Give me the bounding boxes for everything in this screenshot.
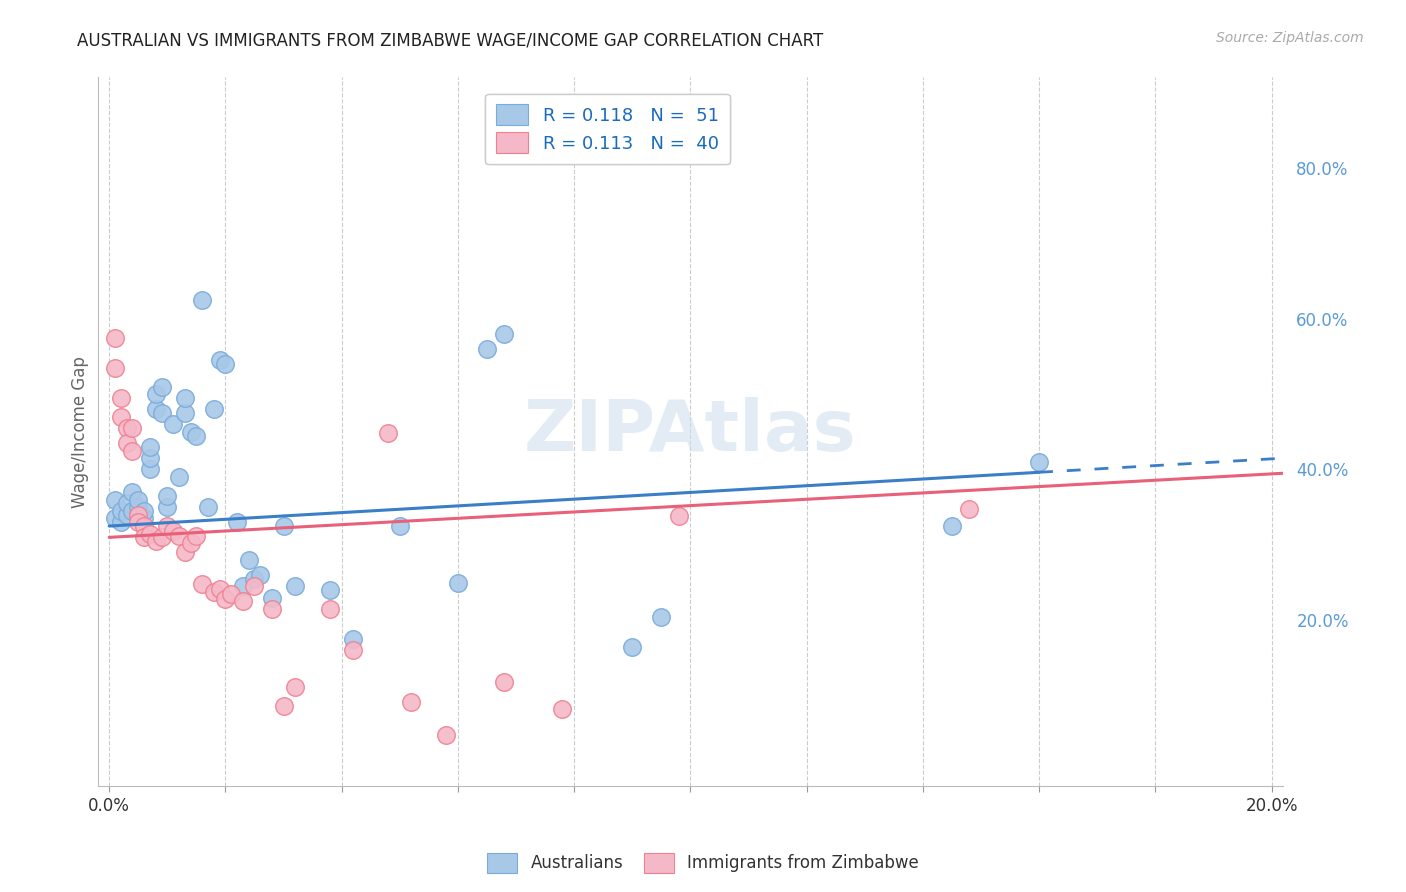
Point xyxy=(260,602,283,616)
Point xyxy=(110,409,132,424)
Point xyxy=(173,391,195,405)
Point xyxy=(232,593,254,607)
Point xyxy=(202,402,225,417)
Point xyxy=(342,632,364,647)
Point xyxy=(319,602,342,616)
Point xyxy=(104,492,127,507)
Point xyxy=(319,583,342,598)
Legend: Australians, Immigrants from Zimbabwe: Australians, Immigrants from Zimbabwe xyxy=(481,847,925,880)
Point xyxy=(284,680,307,694)
Point xyxy=(156,500,179,515)
Point xyxy=(127,508,149,522)
Point xyxy=(110,391,132,405)
Point xyxy=(110,504,132,518)
Point xyxy=(208,582,231,596)
Point xyxy=(127,492,149,507)
Point xyxy=(173,545,195,559)
Point xyxy=(132,511,155,525)
Text: ZIPAtlas: ZIPAtlas xyxy=(524,397,856,467)
Point xyxy=(145,534,167,549)
Point xyxy=(127,515,149,529)
Point xyxy=(243,578,266,592)
Point xyxy=(121,504,143,518)
Text: Source: ZipAtlas.com: Source: ZipAtlas.com xyxy=(1216,31,1364,45)
Point xyxy=(121,485,143,500)
Point xyxy=(186,428,208,442)
Point xyxy=(494,675,516,690)
Point xyxy=(139,462,162,476)
Legend: R = 0.118   N =  51, R = 0.113   N =  40: R = 0.118 N = 51, R = 0.113 N = 40 xyxy=(485,94,730,164)
Point xyxy=(180,425,202,439)
Point xyxy=(115,508,138,522)
Point xyxy=(475,342,498,356)
Point xyxy=(191,293,214,307)
Y-axis label: Wage/Income Gap: Wage/Income Gap xyxy=(72,356,89,508)
Point xyxy=(139,526,162,541)
Point xyxy=(167,470,190,484)
Point xyxy=(434,728,457,742)
Point xyxy=(447,575,470,590)
Point xyxy=(273,519,295,533)
Point xyxy=(145,402,167,417)
Point xyxy=(104,330,127,344)
Point xyxy=(226,515,249,529)
Point xyxy=(650,609,672,624)
Point xyxy=(110,515,132,529)
Point xyxy=(219,587,242,601)
Point xyxy=(121,443,143,458)
Point xyxy=(249,568,271,582)
Point xyxy=(115,436,138,450)
Point xyxy=(273,699,295,714)
Point xyxy=(208,353,231,368)
Point xyxy=(167,529,190,543)
Point xyxy=(342,643,364,657)
Point xyxy=(377,426,399,441)
Point xyxy=(1028,455,1050,469)
Point xyxy=(139,451,162,466)
Point xyxy=(551,702,574,716)
Point xyxy=(145,387,167,401)
Point xyxy=(156,519,179,533)
Point xyxy=(197,500,219,515)
Point xyxy=(104,360,127,375)
Point xyxy=(214,592,236,607)
Point xyxy=(121,421,143,435)
Point xyxy=(162,417,184,432)
Point xyxy=(243,572,266,586)
Point xyxy=(156,489,179,503)
Point xyxy=(132,519,155,533)
Point xyxy=(941,519,963,533)
Point xyxy=(127,508,149,522)
Point xyxy=(127,500,149,515)
Point xyxy=(173,406,195,420)
Point xyxy=(284,579,307,593)
Point xyxy=(132,530,155,544)
Point xyxy=(238,553,260,567)
Point xyxy=(191,577,214,591)
Text: AUSTRALIAN VS IMMIGRANTS FROM ZIMBABWE WAGE/INCOME GAP CORRELATION CHART: AUSTRALIAN VS IMMIGRANTS FROM ZIMBABWE W… xyxy=(77,31,824,49)
Point xyxy=(260,591,283,605)
Point xyxy=(115,421,138,435)
Point xyxy=(957,501,980,516)
Point xyxy=(180,536,202,550)
Point xyxy=(214,357,236,371)
Point xyxy=(115,496,138,510)
Point xyxy=(388,519,411,533)
Point xyxy=(150,406,173,420)
Point xyxy=(232,579,254,593)
Point xyxy=(150,530,173,544)
Point xyxy=(162,524,184,539)
Point xyxy=(132,504,155,518)
Point xyxy=(621,640,644,654)
Point xyxy=(668,509,690,524)
Point xyxy=(494,326,516,341)
Point xyxy=(150,379,173,393)
Point xyxy=(139,440,162,454)
Point xyxy=(401,695,423,709)
Point xyxy=(104,511,127,525)
Point xyxy=(186,529,208,543)
Point xyxy=(202,584,225,599)
